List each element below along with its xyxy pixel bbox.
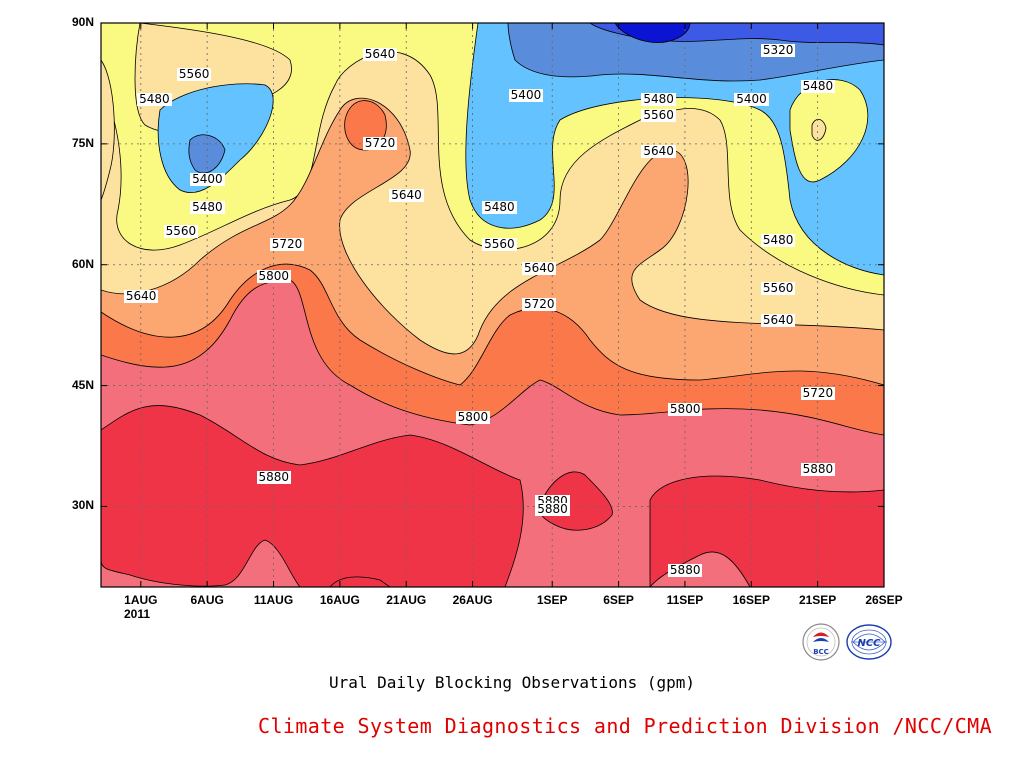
contour-label: 5320: [760, 43, 796, 58]
contour-label: 5560: [641, 107, 676, 122]
credit-text: Climate System Diagnostics and Predictio…: [258, 714, 993, 738]
x-tick-label: 1AUG: [124, 593, 158, 607]
contour-label: 5560: [482, 236, 517, 251]
contour-label: 5880: [800, 462, 836, 477]
x-tick-label: 21AUG: [386, 593, 427, 607]
band-5480-5560: [465, 23, 884, 276]
contour-label: 5480: [137, 91, 172, 106]
contour-label: 5480: [800, 79, 836, 94]
contour-label: 5400: [734, 91, 769, 106]
y-tick-label: 30N: [71, 498, 94, 513]
band-above-5960: [101, 405, 524, 587]
contour-label: 5560: [760, 280, 796, 295]
band-above-5960-east: [649, 475, 884, 587]
x-tick-label: 16SEP: [732, 593, 770, 607]
contour-label: 5480: [760, 232, 796, 247]
band-5400-5480-nw: [188, 134, 226, 174]
contour-label: 5560: [176, 67, 212, 82]
contour-label: 5640: [760, 313, 796, 328]
band-5640-5720-tiny: [811, 118, 827, 141]
contour-label: 5800: [667, 401, 703, 416]
contour-label: 5480: [190, 200, 225, 215]
y-tick-label: 60N: [71, 256, 94, 271]
x-tick-label: 11AUG: [253, 593, 294, 607]
band-above-5960-bottom: [329, 576, 391, 587]
contour-label: 5880: [535, 502, 570, 517]
x-tick-label: 6SEP: [603, 593, 634, 607]
svg-text:BCC: BCC: [813, 648, 829, 656]
contour-label: 5640: [641, 143, 676, 158]
x-tick-label: 1SEP: [536, 593, 568, 607]
band-5640-5720-nw: [101, 59, 115, 201]
contour-label: 5720: [269, 236, 305, 251]
svg-text:NCC: NCC: [857, 638, 881, 649]
contour-label: 5640: [123, 288, 159, 303]
ncc-logo-icon: NCC: [846, 624, 892, 660]
y-tick-label: 75N: [71, 135, 94, 150]
x-tick-label: 16AUG: [319, 593, 360, 607]
contour-label: 5800: [455, 409, 491, 424]
contour-label: 5640: [389, 188, 424, 203]
contour-label: 5720: [521, 297, 557, 311]
plot-frame: [100, 22, 885, 588]
contour-label: 5480: [641, 91, 676, 106]
chart-title: Ural Daily Blocking Observations (gpm): [328, 673, 696, 692]
x-tick-label: 11SEP: [666, 593, 704, 607]
contour-label: 5480: [482, 200, 517, 215]
contour-label: 5720: [800, 385, 836, 400]
contour-fills: [101, 23, 884, 587]
x-year-label: 2011: [124, 607, 151, 621]
x-tick-label: 26SEP: [865, 593, 903, 607]
contour-label: 5560: [163, 224, 199, 239]
y-tick-label: 90N: [71, 15, 94, 29]
x-tick-label: 6AUG: [190, 593, 224, 607]
bcc-logo-icon: BCC: [802, 623, 840, 661]
contour-label: 5720: [362, 135, 398, 150]
contour-label: 5400: [190, 172, 225, 187]
band-below-5320: [614, 23, 691, 43]
x-tick-label: 21SEP: [798, 593, 837, 607]
contour-label: 5400: [508, 87, 544, 102]
contour-label: 5800: [256, 268, 292, 283]
contour-label: 5880: [256, 470, 292, 485]
contour-label: 5640: [521, 260, 557, 275]
y-tick-label: 45N: [71, 377, 94, 392]
contour-label: 5880: [667, 562, 703, 577]
x-tick-label: 26AUG: [452, 593, 493, 607]
contour-label: 5640: [362, 47, 398, 62]
